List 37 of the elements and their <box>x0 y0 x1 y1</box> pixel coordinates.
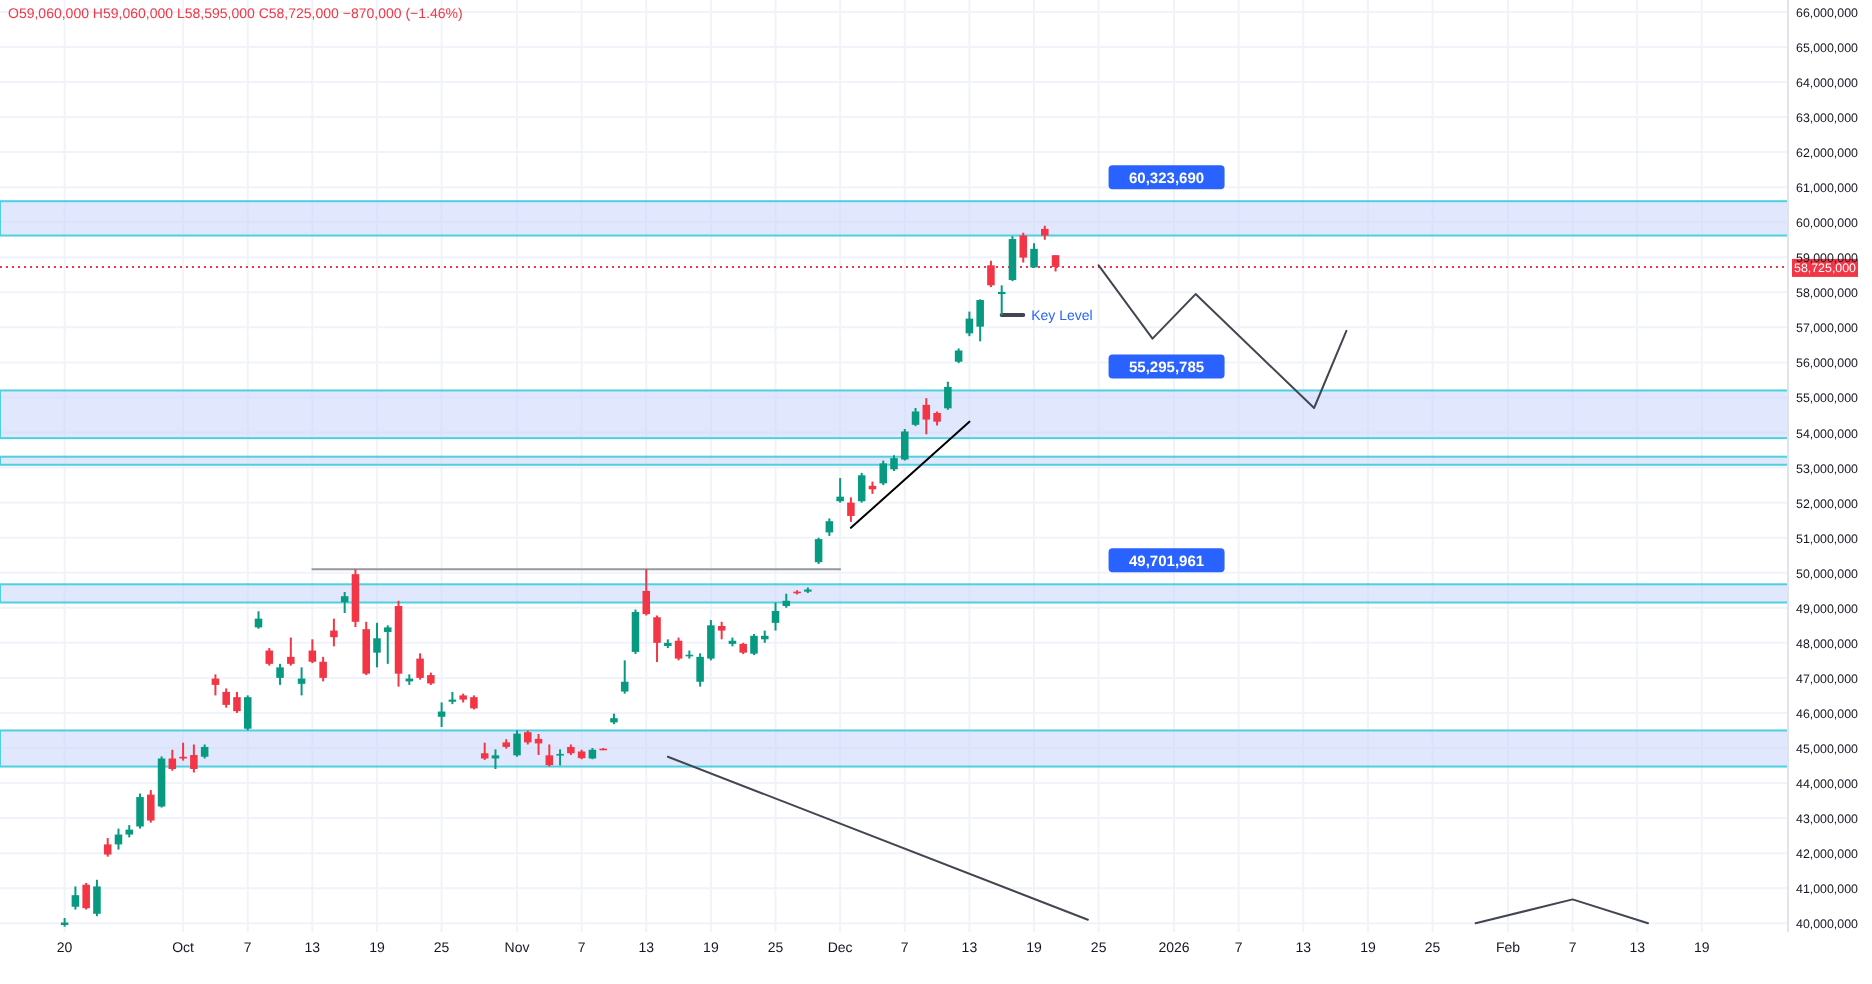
candlestick <box>857 471 866 504</box>
candlestick <box>82 881 90 911</box>
candlestick <box>674 636 683 662</box>
candlestick <box>653 614 661 664</box>
candlestick <box>319 655 327 683</box>
candlestick <box>847 496 855 523</box>
candlestick <box>168 748 177 772</box>
candlestick <box>620 659 629 695</box>
candlestick <box>103 837 112 858</box>
candlestick <box>771 601 780 632</box>
candlestick <box>276 662 284 686</box>
candlestick <box>340 591 349 615</box>
candlestick <box>308 638 317 665</box>
candlestick <box>556 748 564 767</box>
candlestick <box>1030 242 1038 269</box>
candlestick <box>287 636 295 667</box>
candlestick <box>136 792 144 830</box>
candlestick <box>330 617 338 648</box>
candlestick <box>814 536 823 565</box>
candlestick <box>545 743 554 768</box>
candlestick <box>1019 231 1028 264</box>
line-series <box>1097 264 1348 409</box>
candlestick <box>836 477 844 504</box>
candlestick <box>71 885 80 911</box>
candlestick <box>642 568 651 617</box>
candlestick <box>351 568 360 629</box>
candlestick <box>373 621 381 669</box>
candlestick <box>944 380 952 411</box>
candlestick <box>362 620 370 677</box>
candlestick <box>911 406 920 428</box>
candlestick <box>631 608 640 656</box>
candlestick <box>243 694 252 732</box>
candlestick <box>1008 235 1017 283</box>
candlestick <box>147 789 155 824</box>
candlestick <box>93 878 101 918</box>
candlestick <box>383 624 392 665</box>
candlestick <box>513 729 521 758</box>
